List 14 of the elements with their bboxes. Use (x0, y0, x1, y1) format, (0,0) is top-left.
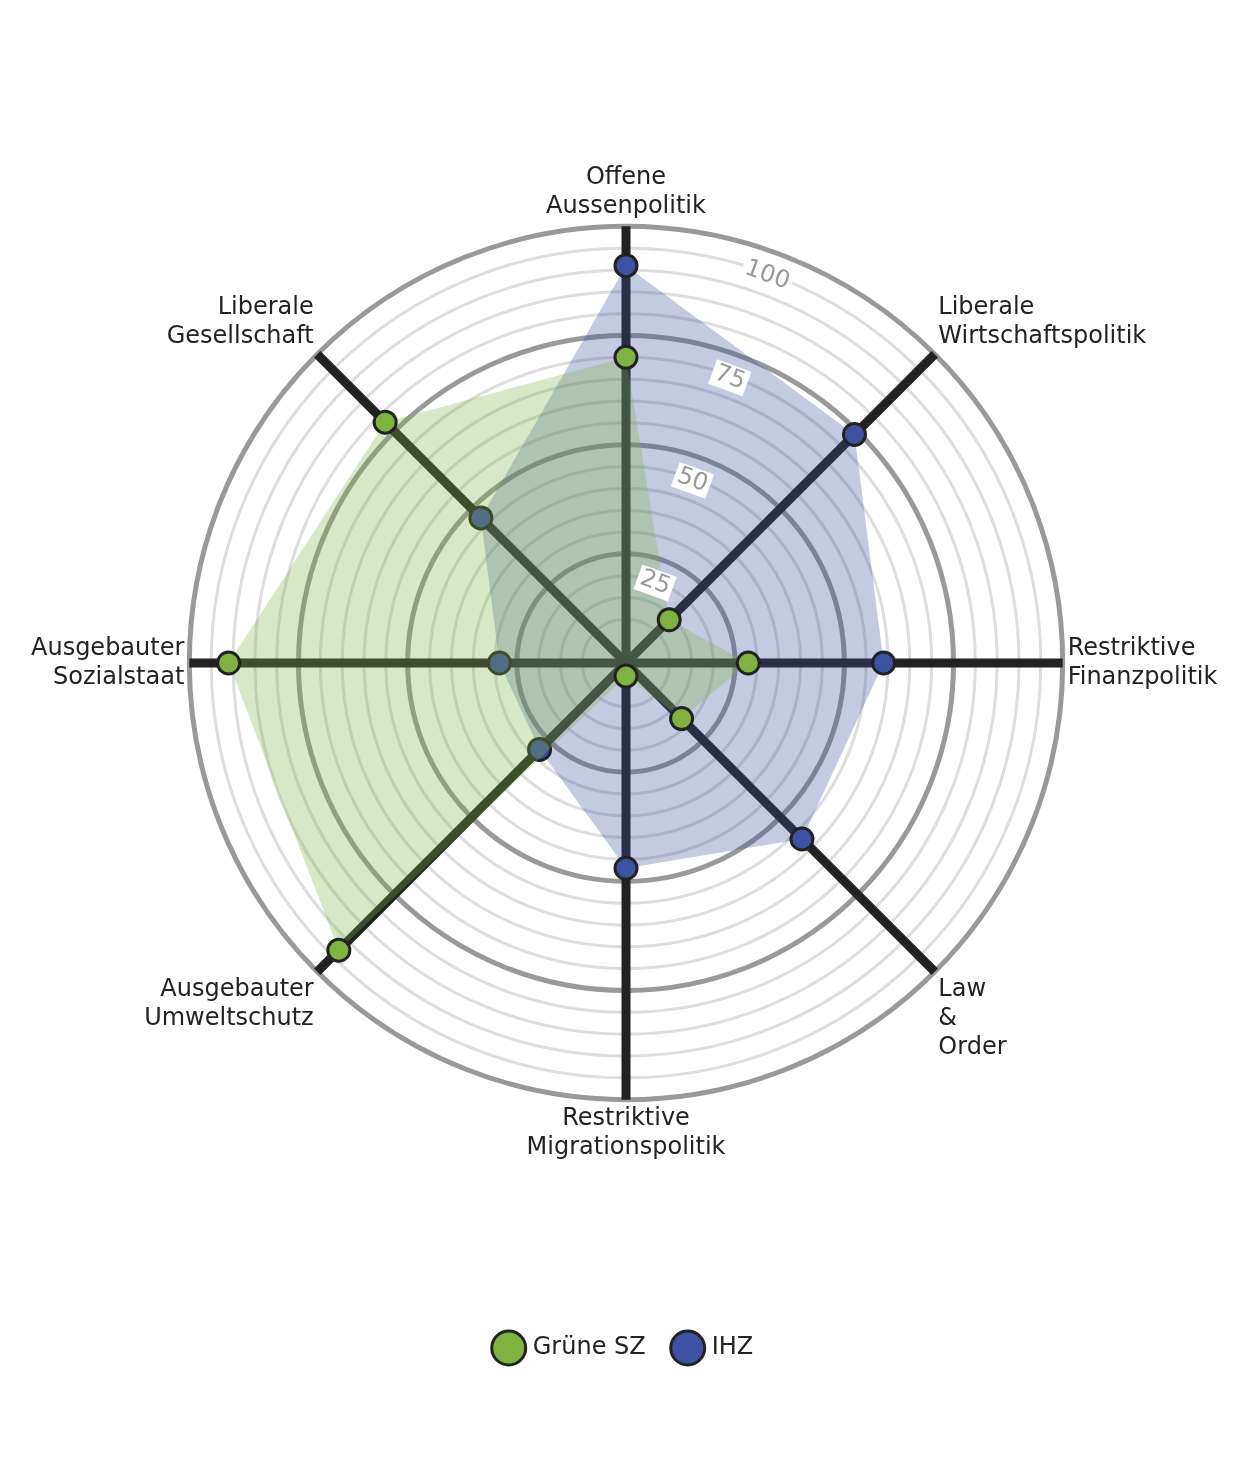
y-tick-label: 75 (711, 357, 750, 395)
spoke-label: Restriktive Finanzpolitik (1067, 632, 1218, 690)
spoke-label: Offene Aussenpolitik (546, 162, 707, 220)
y-tick-label: 50 (673, 460, 713, 498)
y-tick-label: 25 (636, 562, 675, 600)
spoke-label: Liberale Gesellschaft (166, 291, 314, 349)
spoke-label: Law & Order (938, 973, 1007, 1060)
legend-label: Grüne SZ (532, 1332, 646, 1361)
spoke-label: Restriktive Migrationspolitik (526, 1103, 726, 1161)
legend-label: IHZ (711, 1332, 754, 1361)
spoke-label: Ausgebauter Umweltschutz (144, 973, 314, 1031)
spoke-label: Liberale Wirtschaftspolitik (938, 291, 1147, 349)
y-tick-label: 100 (741, 252, 795, 295)
spoke-label: Ausgebauter Sozialstaat (31, 632, 185, 690)
